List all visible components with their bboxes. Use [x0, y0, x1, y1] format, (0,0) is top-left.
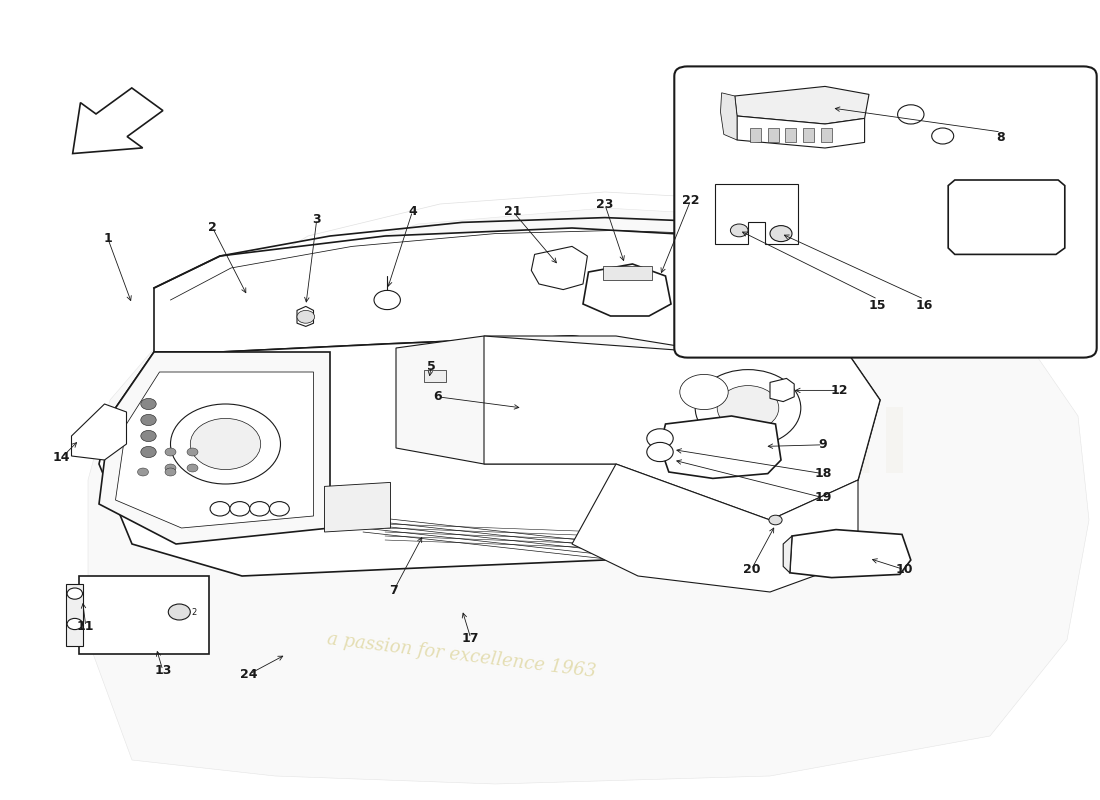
- Text: a passion for excellence 1963: a passion for excellence 1963: [327, 630, 597, 682]
- Polygon shape: [116, 372, 314, 528]
- Circle shape: [270, 502, 289, 516]
- Polygon shape: [715, 184, 798, 244]
- Text: 8: 8: [997, 131, 1005, 144]
- Polygon shape: [73, 88, 163, 154]
- Circle shape: [170, 404, 280, 484]
- Bar: [803, 128, 814, 142]
- Bar: [750, 128, 761, 142]
- Text: 20: 20: [742, 563, 760, 576]
- Circle shape: [374, 290, 400, 310]
- Polygon shape: [720, 93, 737, 140]
- Polygon shape: [583, 264, 671, 316]
- Circle shape: [770, 226, 792, 242]
- Circle shape: [647, 429, 673, 448]
- Bar: [424, 370, 446, 382]
- Circle shape: [141, 430, 156, 442]
- Circle shape: [165, 448, 176, 456]
- Polygon shape: [735, 86, 869, 124]
- Text: LAMBORGHINI: LAMBORGHINI: [188, 404, 912, 492]
- Circle shape: [190, 418, 261, 470]
- Text: 2: 2: [191, 608, 197, 618]
- Text: 10: 10: [895, 563, 913, 576]
- Bar: [785, 128, 796, 142]
- Circle shape: [898, 105, 924, 124]
- Text: 13: 13: [154, 664, 172, 677]
- Circle shape: [141, 446, 156, 458]
- Polygon shape: [99, 336, 880, 576]
- Circle shape: [680, 374, 728, 410]
- Text: 23: 23: [596, 198, 614, 211]
- Text: 2: 2: [208, 221, 217, 234]
- FancyBboxPatch shape: [674, 66, 1097, 358]
- Polygon shape: [531, 246, 587, 290]
- Circle shape: [187, 448, 198, 456]
- Circle shape: [67, 588, 82, 599]
- Text: 7: 7: [389, 584, 398, 597]
- Text: 11: 11: [77, 620, 95, 633]
- Text: 18: 18: [814, 467, 832, 480]
- Circle shape: [168, 604, 190, 620]
- Polygon shape: [396, 336, 715, 464]
- Text: 3: 3: [312, 213, 321, 226]
- Text: 24: 24: [240, 668, 257, 681]
- Text: 15: 15: [869, 299, 887, 312]
- Circle shape: [730, 224, 748, 237]
- Polygon shape: [297, 306, 313, 326]
- Bar: [768, 128, 779, 142]
- Circle shape: [138, 468, 148, 476]
- Circle shape: [932, 128, 954, 144]
- Circle shape: [717, 386, 779, 430]
- Circle shape: [769, 515, 782, 525]
- Bar: [603, 266, 652, 280]
- Circle shape: [165, 464, 176, 472]
- Circle shape: [297, 310, 315, 323]
- Circle shape: [141, 414, 156, 426]
- Text: 12: 12: [830, 384, 848, 397]
- Polygon shape: [783, 536, 792, 573]
- Circle shape: [165, 468, 176, 476]
- Circle shape: [647, 442, 673, 462]
- Circle shape: [187, 464, 198, 472]
- Polygon shape: [572, 464, 858, 592]
- Polygon shape: [154, 228, 858, 352]
- Text: 4: 4: [408, 205, 417, 218]
- Text: 9: 9: [818, 438, 827, 451]
- Text: 6: 6: [433, 390, 442, 403]
- Circle shape: [141, 398, 156, 410]
- Text: 22: 22: [682, 194, 700, 206]
- Circle shape: [210, 502, 230, 516]
- Polygon shape: [948, 180, 1065, 254]
- Text: 14: 14: [53, 451, 70, 464]
- Polygon shape: [660, 416, 781, 478]
- Polygon shape: [72, 404, 126, 460]
- Text: 1: 1: [103, 232, 112, 245]
- Polygon shape: [99, 352, 330, 544]
- Polygon shape: [484, 336, 880, 520]
- Circle shape: [230, 502, 250, 516]
- Text: 16: 16: [915, 299, 933, 312]
- Bar: [79, 576, 209, 654]
- Text: 5: 5: [427, 360, 436, 373]
- Polygon shape: [88, 208, 1089, 784]
- Circle shape: [250, 502, 270, 516]
- Circle shape: [67, 618, 82, 630]
- Polygon shape: [790, 530, 911, 578]
- Polygon shape: [324, 482, 390, 532]
- Circle shape: [695, 370, 801, 446]
- Text: 17: 17: [462, 632, 480, 645]
- Bar: [821, 128, 832, 142]
- Polygon shape: [770, 378, 794, 402]
- Polygon shape: [737, 116, 865, 148]
- Bar: [66, 584, 82, 646]
- Text: 21: 21: [504, 205, 521, 218]
- Text: 19: 19: [814, 491, 832, 504]
